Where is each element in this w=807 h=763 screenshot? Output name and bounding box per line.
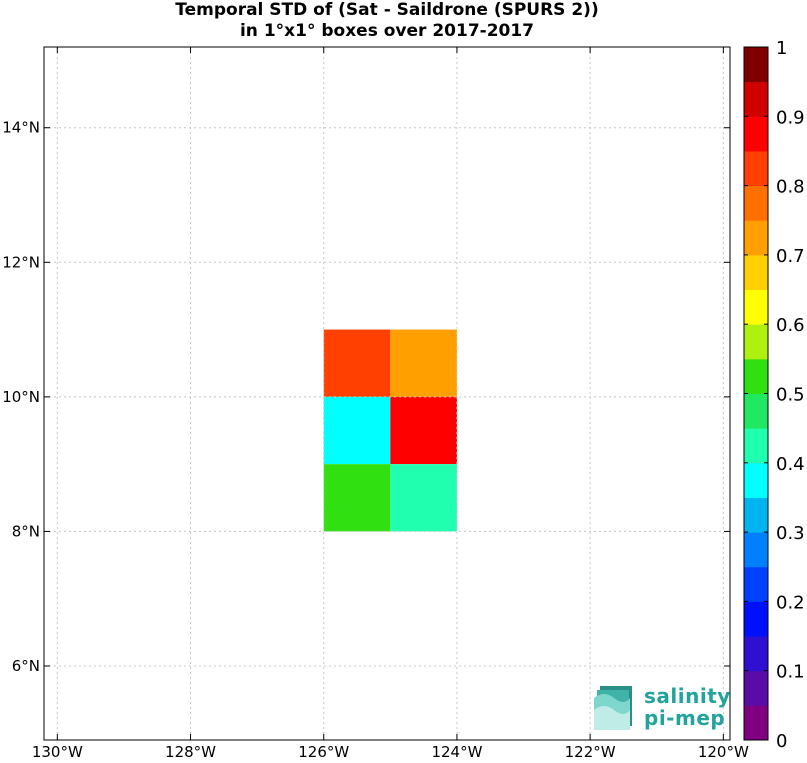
x-tick-label-3: 124°W — [431, 743, 482, 761]
x-tick-label-1: 128°W — [165, 743, 216, 761]
colorbar-label-5: 0.5 — [776, 385, 805, 406]
colorbar-segment-7 — [744, 462, 768, 498]
colorbar-segment-8 — [744, 428, 768, 464]
heatmap-cell-1 — [390, 329, 457, 397]
title-line-1: Temporal STD of (Sat - Saildrone (SPURS … — [175, 0, 599, 20]
colorbar-label-8: 0.8 — [776, 177, 805, 198]
x-tick-label-0: 130°W — [32, 743, 83, 761]
y-tick-label-3: 12°N — [2, 253, 40, 271]
plot-frame — [43, 46, 731, 741]
y-tick-label-1: 8°N — [12, 522, 40, 540]
colorbar-segment-13 — [744, 254, 768, 291]
colorbar-label-6: 0.6 — [776, 315, 805, 336]
colorbar-segment-17 — [744, 116, 768, 152]
colorbar-segment-0 — [744, 705, 768, 741]
colorbar-segment-11 — [744, 324, 768, 360]
x-tick-label-5: 120°W — [698, 743, 749, 761]
colorbar-label-3: 0.3 — [776, 523, 805, 544]
x-tick-label-2: 126°W — [298, 743, 349, 761]
colorbar-segment-5 — [744, 532, 768, 568]
colorbar-segment-10 — [744, 358, 768, 394]
colorbar-segment-4 — [744, 566, 768, 602]
colorbar-segment-3 — [744, 601, 768, 637]
logo-text-pimep: pi-mep — [644, 706, 726, 730]
heatmap-cell-3 — [390, 396, 457, 465]
y-tick-label-2: 10°N — [2, 388, 40, 406]
chart-title: Temporal STD of (Sat - Saildrone (SPURS … — [44, 0, 730, 42]
colorbar-segment-6 — [744, 497, 768, 533]
colorbar-segment-15 — [744, 185, 768, 221]
heatmap-cell-5 — [390, 464, 457, 532]
logo-text-salinity: salinity — [644, 684, 731, 708]
y-tick-label-4: 14°N — [2, 119, 40, 137]
logo-wave-icon — [594, 686, 632, 730]
colorbar-segment-1 — [744, 670, 768, 706]
colorbar-segment-12 — [744, 289, 768, 325]
colorbar-label-1: 0.1 — [776, 662, 805, 683]
colorbar-segment-16 — [744, 150, 768, 187]
heatmap-cell-4 — [323, 464, 391, 532]
x-tick-label-4: 122°W — [565, 743, 616, 761]
colorbar-label-4: 0.4 — [776, 454, 805, 475]
heatmap-cell-2 — [323, 396, 391, 465]
colorbar-label-9: 0.9 — [776, 107, 805, 128]
colorbar-segment-9 — [744, 393, 768, 429]
colorbar-segment-14 — [744, 220, 768, 256]
y-tick-label-0: 6°N — [12, 657, 40, 675]
title-line-2: in 1°x1° boxes over 2017-2017 — [239, 21, 535, 41]
colorbar-label-10: 1 — [776, 38, 787, 59]
colorbar-label-7: 0.7 — [776, 246, 805, 267]
colorbar-segment-19 — [744, 47, 768, 83]
colorbar-segment-18 — [744, 81, 768, 117]
colorbar-segment-2 — [744, 636, 768, 672]
colorbar-label-2: 0.2 — [776, 592, 805, 613]
heatmap-cell-0 — [323, 329, 391, 397]
colorbar-label-0: 0 — [776, 731, 787, 752]
